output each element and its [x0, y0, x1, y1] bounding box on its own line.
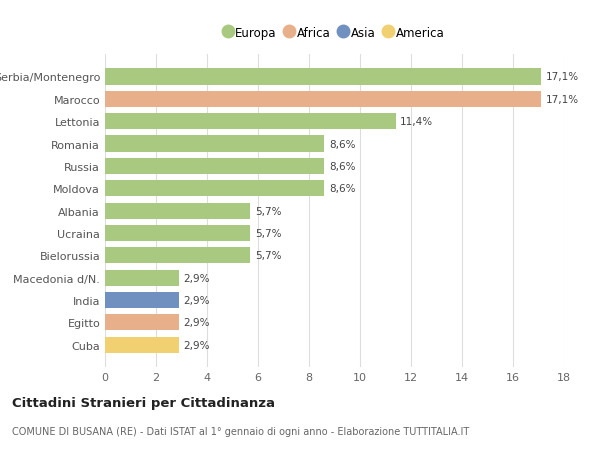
- Text: 2,9%: 2,9%: [184, 340, 210, 350]
- Bar: [105, 181, 324, 197]
- Bar: [105, 337, 179, 353]
- Bar: [105, 158, 324, 174]
- Text: 2,9%: 2,9%: [184, 318, 210, 328]
- Text: 5,7%: 5,7%: [255, 229, 281, 238]
- Text: COMUNE DI BUSANA (RE) - Dati ISTAT al 1° gennaio di ogni anno - Elaborazione TUT: COMUNE DI BUSANA (RE) - Dati ISTAT al 1°…: [12, 426, 469, 436]
- Bar: [105, 248, 250, 264]
- Bar: [105, 92, 541, 107]
- Bar: [105, 292, 179, 308]
- Bar: [105, 114, 396, 130]
- Bar: [105, 225, 250, 241]
- Text: Cittadini Stranieri per Cittadinanza: Cittadini Stranieri per Cittadinanza: [12, 396, 275, 409]
- Text: 17,1%: 17,1%: [545, 73, 579, 82]
- Legend: Europa, Africa, Asia, America: Europa, Africa, Asia, America: [221, 23, 448, 44]
- Text: 2,9%: 2,9%: [184, 273, 210, 283]
- Bar: [105, 69, 541, 85]
- Text: 8,6%: 8,6%: [329, 139, 355, 149]
- Text: 2,9%: 2,9%: [184, 296, 210, 305]
- Text: 8,6%: 8,6%: [329, 184, 355, 194]
- Text: 11,4%: 11,4%: [400, 117, 433, 127]
- Text: 8,6%: 8,6%: [329, 162, 355, 172]
- Bar: [105, 203, 250, 219]
- Text: 17,1%: 17,1%: [545, 95, 579, 105]
- Text: 5,7%: 5,7%: [255, 206, 281, 216]
- Text: 5,7%: 5,7%: [255, 251, 281, 261]
- Bar: [105, 270, 179, 286]
- Bar: [105, 136, 324, 152]
- Bar: [105, 315, 179, 330]
